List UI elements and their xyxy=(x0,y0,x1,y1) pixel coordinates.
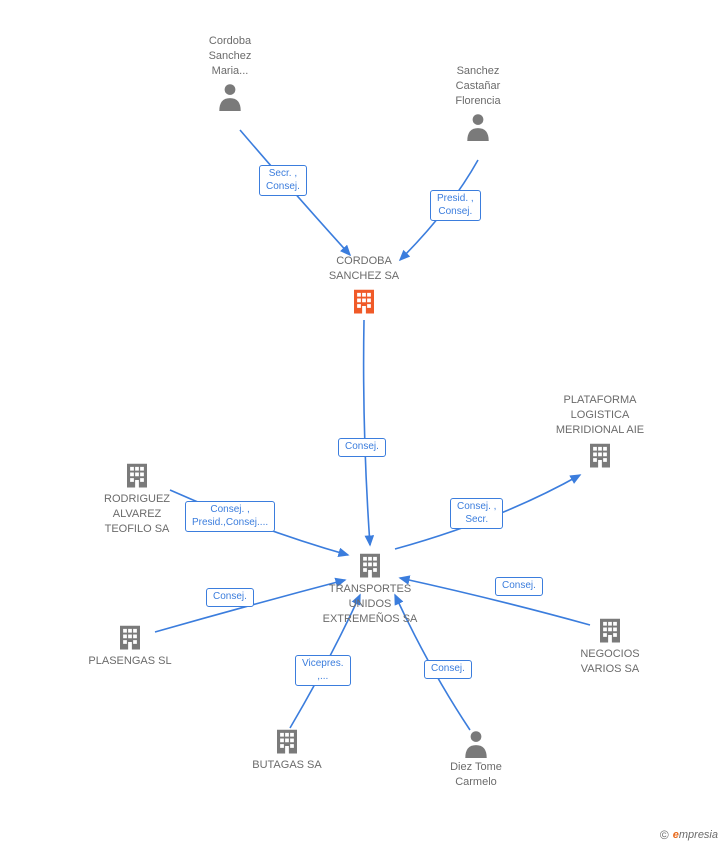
edge-e3 xyxy=(364,320,370,545)
edge-label-e4: Consej. , Secr. xyxy=(450,498,503,529)
edge-label-e6: Consej. xyxy=(206,588,254,607)
building-icon xyxy=(572,615,648,645)
edge-label-e2: Presid. , Consej. xyxy=(430,190,481,221)
building-icon xyxy=(80,622,180,652)
copyright-symbol: © xyxy=(660,828,669,842)
brand-logo: empresia xyxy=(673,829,718,841)
building-icon xyxy=(320,286,408,316)
node-butagas[interactable]: BUTAGAS SA xyxy=(247,726,327,773)
node-plasengas[interactable]: PLASENGAS SL xyxy=(80,622,180,669)
node-label: RODRIGUEZ ALVAREZ TEOFILO SA xyxy=(98,492,176,537)
node-label: PLATAFORMA LOGISTICA MERIDIONAL AIE xyxy=(552,393,648,438)
node-plataforma-logistica[interactable]: PLATAFORMA LOGISTICA MERIDIONAL AIE xyxy=(552,393,648,470)
edge-label-e7: Vicepres. ,... xyxy=(295,655,351,686)
building-icon xyxy=(98,460,176,490)
node-label: TRANSPORTES UNIDOS EXTREMEÑOS SA xyxy=(320,582,420,627)
node-label: NEGOCIOS VARIOS SA xyxy=(572,647,648,677)
edge-label-e5: Consej. , Presid.,Consej.... xyxy=(185,501,275,532)
node-cordoba-sanchez-sa[interactable]: CORDOBA SANCHEZ SA xyxy=(320,254,408,316)
building-icon xyxy=(552,440,648,470)
node-negocios-varios[interactable]: NEGOCIOS VARIOS SA xyxy=(572,615,648,677)
edge-label-e8: Consej. xyxy=(424,660,472,679)
building-icon xyxy=(320,550,420,580)
node-transportes-unidos-extremenos[interactable]: TRANSPORTES UNIDOS EXTREMEÑOS SA xyxy=(320,550,420,627)
edge-label-e9: Consej. xyxy=(495,577,543,596)
person-icon xyxy=(444,111,512,141)
node-label: Sanchez Castañar Florencia xyxy=(444,64,512,109)
edge-label-e3: Consej. xyxy=(338,438,386,457)
person-icon xyxy=(198,81,262,111)
node-label: BUTAGAS SA xyxy=(247,758,327,773)
node-label: PLASENGAS SL xyxy=(80,654,180,669)
node-label: Diez Tome Carmelo xyxy=(442,760,510,790)
building-icon xyxy=(247,726,327,756)
node-label: CORDOBA SANCHEZ SA xyxy=(320,254,408,284)
node-label: Cordoba Sanchez Maria... xyxy=(198,34,262,79)
node-cordoba-sanchez-maria[interactable]: Cordoba Sanchez Maria... xyxy=(198,34,262,111)
node-rodriguez-alvarez-teofilo[interactable]: RODRIGUEZ ALVAREZ TEOFILO SA xyxy=(98,460,176,537)
footer-attribution: © empresia xyxy=(660,828,718,842)
node-diez-tome-carmelo[interactable]: Diez Tome Carmelo xyxy=(442,728,510,790)
edge-label-e1: Secr. , Consej. xyxy=(259,165,307,196)
person-icon xyxy=(442,728,510,758)
node-sanchez-castanar-florencia[interactable]: Sanchez Castañar Florencia xyxy=(444,64,512,141)
